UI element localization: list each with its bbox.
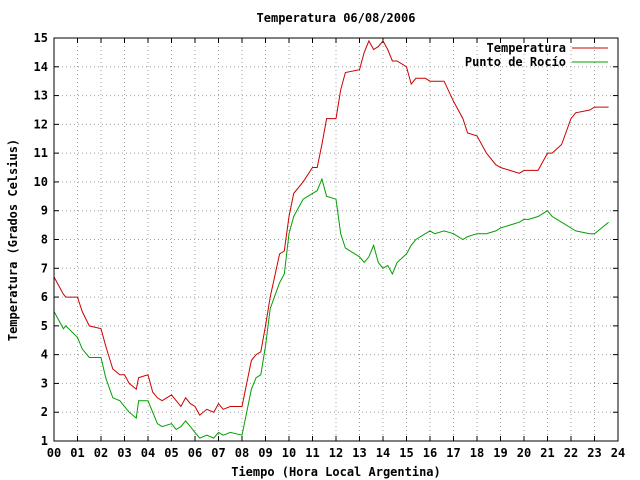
x-tick-label: 04	[141, 446, 155, 460]
x-tick-label: 14	[376, 446, 390, 460]
x-tick-label: 09	[258, 446, 272, 460]
y-tick-label: 11	[34, 146, 48, 160]
x-tick-label: 15	[399, 446, 413, 460]
y-tick-label: 8	[41, 233, 48, 247]
series-layer	[53, 39, 609, 439]
y-axis-label: Temperatura (Grados Celsius)	[6, 139, 20, 341]
plot-frame	[53, 37, 619, 442]
x-tick-label: 13	[352, 446, 366, 460]
tick-layer: 00 01 02 03 04 05 06 07 08 09 10 11 12 13 14 15 16 17 18 19…	[34, 31, 626, 460]
legend-label-punto-de-rocio: Punto de Rocío	[465, 55, 566, 69]
x-tick-label: 21	[540, 446, 554, 460]
x-tick-label: 10	[282, 446, 296, 460]
y-tick-label: 1	[41, 434, 48, 448]
chart-title: Temperatura 06/08/2006	[257, 11, 416, 25]
x-tick-label: 19	[493, 446, 507, 460]
x-tick-label: 05	[164, 446, 178, 460]
x-axis-label: Tiempo (Hora Local Argentina)	[231, 465, 441, 479]
x-tick-label: 07	[211, 446, 225, 460]
x-tick-label: 03	[117, 446, 131, 460]
y-tick-label: 10	[34, 175, 48, 189]
x-tick-label: 08	[235, 446, 249, 460]
y-tick-label: 3	[41, 376, 48, 390]
legend: Temperatura Punto de Rocío	[465, 41, 608, 69]
x-tick-label: 17	[446, 446, 460, 460]
y-tick-label: 5	[41, 319, 48, 333]
x-tick-label: 01	[70, 446, 84, 460]
y-tick-label: 9	[41, 204, 48, 218]
y-tick-label: 13	[34, 89, 48, 103]
x-tick-label: 11	[305, 446, 319, 460]
x-tick-label: 06	[188, 446, 202, 460]
x-tick-label: 12	[329, 446, 343, 460]
legend-label-temperatura: Temperatura	[487, 41, 566, 55]
series-line-punto-de-rocio	[53, 177, 609, 439]
x-tick-label: 02	[94, 446, 108, 460]
y-tick-label: 12	[34, 117, 48, 131]
x-tick-label: 24	[611, 446, 625, 460]
x-tick-label: 18	[470, 446, 484, 460]
series-line-temperatura	[53, 39, 609, 416]
x-tick-label: 22	[564, 446, 578, 460]
y-tick-label: 15	[34, 31, 48, 45]
y-tick-label: 4	[41, 348, 48, 362]
y-tick-label: 2	[41, 405, 48, 419]
y-tick-label: 6	[41, 290, 48, 304]
x-tick-label: 16	[423, 446, 437, 460]
x-tick-label: 20	[517, 446, 531, 460]
x-tick-label: 00	[47, 446, 61, 460]
x-tick-label: 23	[587, 446, 601, 460]
y-tick-label: 7	[41, 261, 48, 275]
y-tick-label: 14	[34, 60, 48, 74]
